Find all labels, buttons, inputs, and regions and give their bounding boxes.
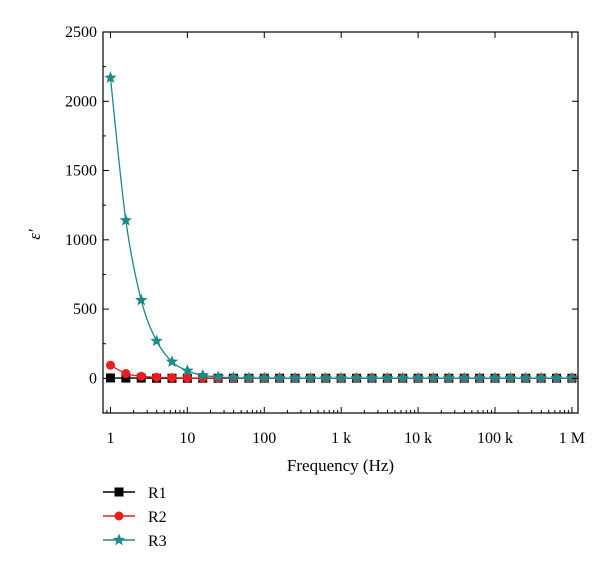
- y-tick-label: 1500: [65, 163, 97, 180]
- legend: R1 R2 R3: [103, 485, 167, 550]
- x-tick-label: 1 M: [559, 430, 585, 447]
- x-axis-title: Frequency (Hz): [287, 456, 394, 475]
- legend-item-r3: R3: [103, 533, 167, 550]
- data-point-r3: [565, 371, 579, 384]
- data-point-r3: [335, 371, 348, 384]
- legend-item-r1: R1: [103, 485, 167, 502]
- y-tick-label: 2500: [65, 24, 97, 41]
- data-point-r3: [381, 371, 394, 384]
- x-tick-label: 100: [252, 430, 276, 447]
- data-point-r3: [442, 371, 456, 384]
- data-point-r3: [411, 371, 425, 384]
- data-point-r3: [242, 371, 256, 384]
- y-tick-label: 1000: [65, 232, 97, 249]
- data-point-r3: [181, 364, 194, 376]
- y-axis-title: ε′: [25, 229, 44, 240]
- series-r3: [104, 71, 579, 384]
- data-point-r3: [488, 371, 502, 384]
- data-point-r2: [105, 360, 115, 370]
- legend-label-r3: R3: [148, 533, 167, 550]
- legend-label-r2: R2: [148, 509, 167, 526]
- data-point-r3: [350, 371, 363, 384]
- axes: 0 500 1000 1500 2000 2500 1 10 100 1 k 10 k 100 k 1 …: [65, 24, 585, 447]
- x-tick-label: 1 k: [331, 430, 351, 447]
- x-tick-label: 1: [106, 430, 114, 447]
- data-point-r3: [534, 371, 548, 384]
- data-point-r2: [167, 373, 177, 383]
- legend-marker-r1: [114, 487, 124, 497]
- data-point-r3: [119, 213, 133, 226]
- data-point-r1: [121, 373, 131, 383]
- data-point-r2: [182, 373, 192, 383]
- data-point-r1: [105, 373, 115, 383]
- data-point-r3: [288, 371, 302, 384]
- legend-marker-r2: [114, 511, 124, 521]
- y-tick-label: 500: [73, 301, 97, 318]
- data-point-r3: [273, 371, 286, 384]
- plot-area: [104, 71, 579, 384]
- data-point-r3: [319, 371, 332, 384]
- data-point-r2: [152, 372, 162, 382]
- data-point-r3: [473, 371, 486, 384]
- data-point-r3: [519, 371, 532, 384]
- data-point-r3: [104, 71, 117, 83]
- data-point-r2: [136, 371, 146, 381]
- data-point-r3: [165, 355, 179, 367]
- series-line-r3: [109, 77, 572, 379]
- legend-label-r1: R1: [148, 485, 167, 502]
- data-point-r3: [227, 371, 240, 383]
- legend-marker-r3: [112, 533, 126, 546]
- y-tick-label: 0: [89, 370, 97, 387]
- x-tick-label: 10 k: [404, 430, 432, 447]
- y-tick-label: 2000: [65, 93, 97, 110]
- data-point-r3: [196, 368, 209, 381]
- data-point-r3: [135, 293, 148, 306]
- data-point-r3: [427, 371, 440, 384]
- data-point-r3: [396, 371, 409, 384]
- data-point-r3: [504, 371, 517, 384]
- data-point-r3: [258, 371, 271, 384]
- data-point-r3: [365, 371, 379, 384]
- data-point-r3: [550, 371, 563, 384]
- data-point-r3: [458, 371, 471, 384]
- x-tick-label: 10: [179, 430, 195, 447]
- data-point-r3: [150, 334, 163, 347]
- data-point-r3: [304, 371, 317, 384]
- x-tick-label: 100 k: [477, 430, 513, 447]
- plot-frame: [102, 31, 579, 414]
- data-point-r2: [121, 369, 131, 379]
- legend-item-r2: R2: [103, 509, 167, 526]
- data-point-r3: [211, 370, 225, 383]
